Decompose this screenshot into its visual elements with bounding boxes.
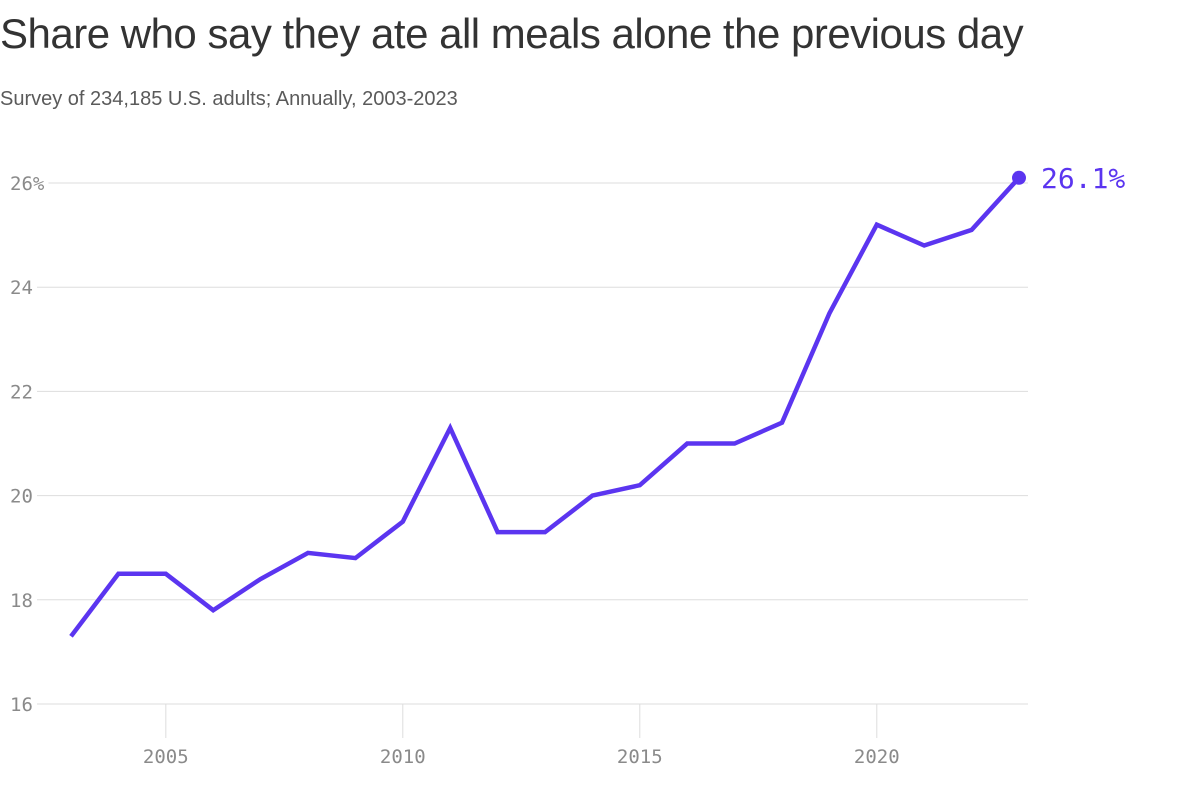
data-point xyxy=(685,442,689,446)
data-point xyxy=(780,421,784,425)
data-point xyxy=(496,530,500,534)
x-tick-label: 2020 xyxy=(854,746,900,768)
data-point xyxy=(259,577,263,581)
y-tick-label: 24 xyxy=(10,277,33,299)
data-point xyxy=(353,556,357,560)
data-point xyxy=(543,530,547,534)
chart-title: Share who say they ate all meals alone t… xyxy=(0,10,1024,57)
data-point xyxy=(211,608,215,612)
data-point xyxy=(306,551,310,555)
data-point xyxy=(827,311,831,315)
chart-subtitle: Survey of 234,185 U.S. adults; Annually,… xyxy=(0,88,458,110)
y-tick-label: 26% xyxy=(10,173,45,195)
y-axis: 16 18 20 22 24 26% xyxy=(10,173,45,716)
data-point xyxy=(69,634,73,638)
x-tick-label: 2015 xyxy=(617,746,663,768)
data-point xyxy=(116,572,120,576)
data-point xyxy=(164,572,168,576)
data-point xyxy=(401,520,405,524)
x-axis: 2005 2010 2015 2020 xyxy=(143,704,900,768)
data-point xyxy=(448,426,452,430)
x-tick-label: 2005 xyxy=(143,746,189,768)
x-tick-label: 2010 xyxy=(380,746,426,768)
data-point xyxy=(733,442,737,446)
data-point xyxy=(922,244,926,248)
series-line xyxy=(69,176,1021,638)
y-tick-label: 16 xyxy=(10,694,33,716)
data-point xyxy=(638,483,642,487)
gridlines xyxy=(37,182,1028,705)
series: 26.1% xyxy=(69,162,1125,638)
end-point-marker xyxy=(1012,170,1026,185)
y-tick-label: 20 xyxy=(10,486,33,508)
end-value-label: 26.1% xyxy=(1041,162,1125,195)
y-tick-label: 22 xyxy=(10,381,33,403)
y-tick-label: 18 xyxy=(10,590,33,612)
data-point xyxy=(970,228,974,232)
data-point xyxy=(590,494,594,498)
data-point xyxy=(875,223,879,227)
